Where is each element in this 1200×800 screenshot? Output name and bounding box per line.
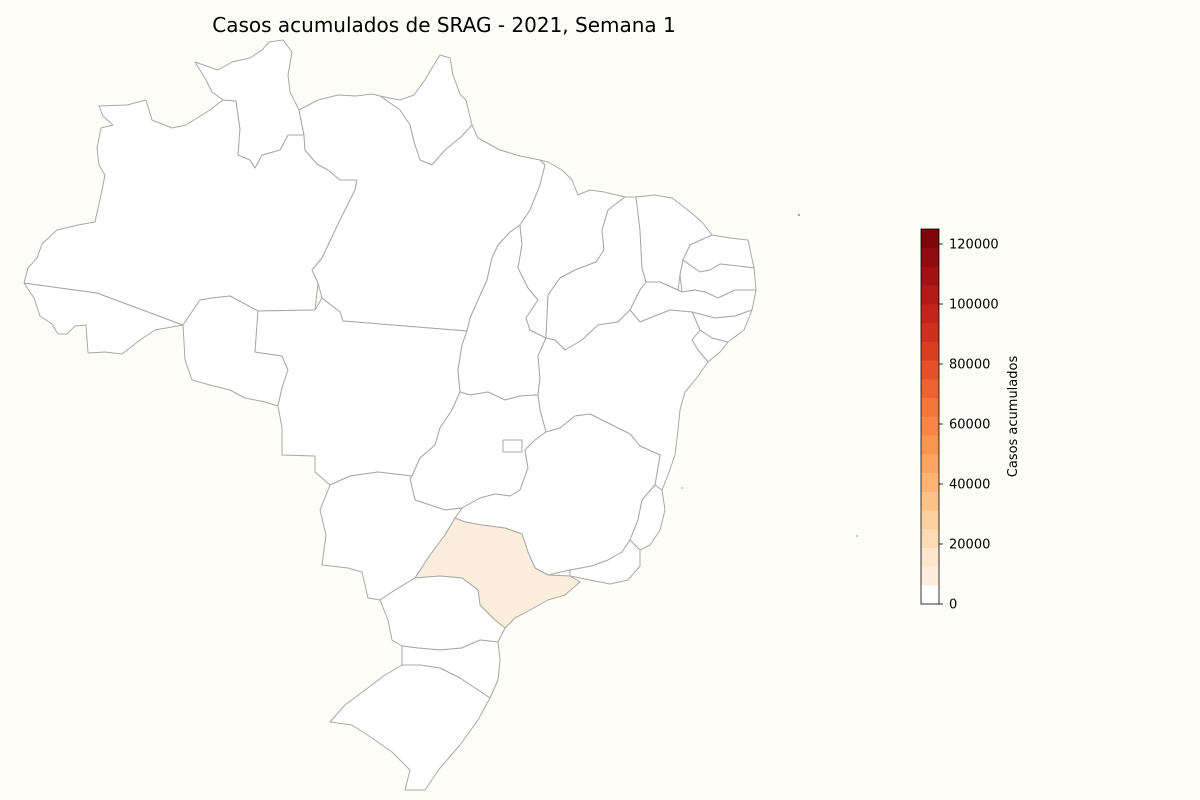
state-RJ — [569, 539, 641, 585]
colorbar-bin — [921, 379, 939, 399]
colorbar-bin — [921, 266, 939, 286]
state-RR — [194, 39, 305, 169]
colorbar-bin — [921, 510, 939, 530]
colorbar-bin — [921, 304, 939, 324]
colorbar-tick-label: 20000 — [949, 538, 990, 553]
colorbar-bin — [921, 566, 939, 586]
colorbar-bin — [921, 322, 939, 342]
colorbar-frame — [920, 228, 940, 605]
colorbar-bin — [921, 454, 939, 474]
colorbar-ticks: 0 20000 40000 60000 80000 100000 120000 — [939, 238, 999, 613]
colorbar-bin — [921, 435, 939, 455]
colorbar-label: Casos acumulados — [1006, 356, 1021, 478]
state-DF — [502, 439, 523, 453]
colorbar-tick-label: 80000 — [949, 358, 990, 373]
colorbar-bin — [921, 585, 939, 605]
state-PR — [379, 575, 506, 651]
colorbar-bin — [921, 247, 939, 267]
island-abrolhos — [681, 487, 683, 489]
brazil-states — [23, 39, 757, 791]
colorbar-bin — [921, 285, 939, 305]
colorbar-tick-label: 40000 — [949, 478, 990, 493]
colorbar-bin — [921, 360, 939, 380]
colorbar-bins — [921, 229, 939, 605]
chart-title: Casos acumulados de SRAG - 2021, Semana … — [212, 13, 676, 37]
colorbar-bin — [921, 491, 939, 511]
state-RS — [329, 664, 491, 791]
colorbar-bin — [921, 397, 939, 417]
state-ES — [629, 484, 666, 551]
island-fernando-de-noronha — [797, 213, 801, 217]
colorbar-bin — [921, 341, 939, 361]
colorbar-bin — [921, 547, 939, 567]
colorbar-bin — [921, 229, 939, 249]
colorbar-tick-label: 100000 — [949, 298, 999, 313]
colorbar-bin — [921, 472, 939, 492]
colorbar: 0 20000 40000 60000 80000 100000 120000 Casos … — [920, 228, 1021, 613]
state-AC — [23, 282, 184, 355]
island-trindade — [856, 535, 858, 537]
colorbar-bin — [921, 416, 939, 436]
colorbar-tick-label: 0 — [949, 598, 957, 613]
colorbar-bin — [921, 529, 939, 549]
colorbar-tick-label: 60000 — [949, 418, 990, 433]
colorbar-tick-label: 120000 — [949, 238, 999, 253]
